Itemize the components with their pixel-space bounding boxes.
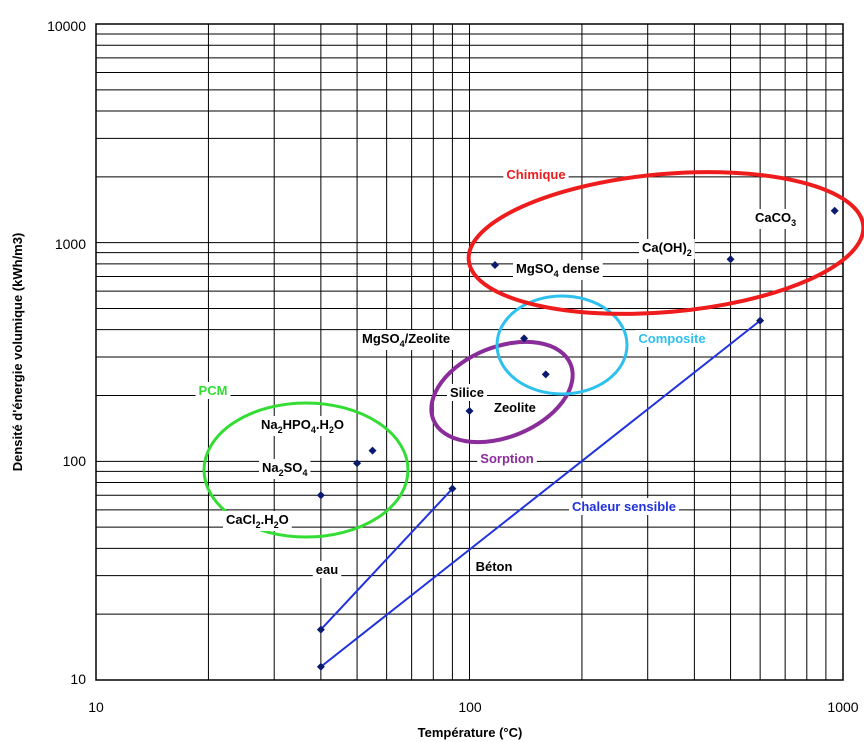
ellipse-pcm xyxy=(202,401,410,539)
y-tick-label: 1000 xyxy=(55,236,86,252)
label-background xyxy=(513,260,603,280)
data-point-marker xyxy=(316,625,325,634)
group-shapes xyxy=(202,170,864,539)
data-point-marker xyxy=(368,446,377,455)
data-point-marker xyxy=(353,459,362,468)
label-background xyxy=(312,561,342,578)
label-background xyxy=(752,209,800,229)
label-background xyxy=(258,416,347,436)
group-label-composite: Composite xyxy=(638,331,705,346)
data-point-marker xyxy=(465,406,474,415)
label-background xyxy=(477,450,537,467)
data-point-marker xyxy=(726,255,735,264)
group-label-chaleur-sensible: Chaleur sensible xyxy=(572,499,676,514)
x-tick-label: 100 xyxy=(458,699,482,715)
data-points xyxy=(316,206,839,671)
label-background xyxy=(447,384,487,401)
y-tick-label: 100 xyxy=(63,453,87,469)
x-tick-label: 10 xyxy=(88,699,104,715)
label-background xyxy=(472,558,516,575)
ellipse-chimique xyxy=(466,170,864,316)
point-label-eau: eau xyxy=(316,562,338,577)
group-labels: PCM Sorption Composite Chimique Chaleur … xyxy=(195,166,709,515)
ellipse-composite xyxy=(495,294,629,396)
grid xyxy=(95,23,844,681)
x-axis-label: Température (°C) xyxy=(418,725,523,740)
label-background xyxy=(639,239,695,259)
ellipse-sorption xyxy=(429,339,575,445)
point-label-beton: Béton xyxy=(476,559,513,574)
label-background xyxy=(635,330,709,347)
label-background xyxy=(568,498,680,515)
label-background xyxy=(359,330,454,350)
label-background xyxy=(491,399,539,416)
y-tick-label: 10000 xyxy=(47,18,86,34)
point-label-silice: Silice xyxy=(450,385,484,400)
data-point-marker xyxy=(830,206,839,215)
data-point-marker xyxy=(316,662,325,671)
group-label-chimique: Chimique xyxy=(506,167,565,182)
data-point-marker xyxy=(541,370,550,379)
data-point-marker xyxy=(756,316,765,325)
group-label-pcm: PCM xyxy=(199,383,228,398)
point-label-caco3: CaCO3 xyxy=(755,210,796,228)
data-point-marker xyxy=(520,334,529,343)
y-tick-label: 10 xyxy=(70,671,86,687)
x-tick-label: 1000 xyxy=(827,699,858,715)
data-point-marker xyxy=(490,261,499,270)
point-label-mgso4-dense: MgSO4 dense xyxy=(516,261,600,279)
point-label-na2so4: Na2SO4 xyxy=(262,460,307,478)
point-label-mgso4-zeolite: MgSO4/Zeolite xyxy=(362,331,450,349)
data-point-marker xyxy=(316,491,325,500)
label-background xyxy=(503,166,569,183)
group-label-sorption: Sorption xyxy=(480,451,533,466)
label-background xyxy=(195,382,231,399)
y-axis-label: Densité d'énergie volumique (kWh/m3) xyxy=(10,233,25,472)
plot-frame xyxy=(95,23,844,681)
fit-lines xyxy=(320,319,761,668)
fit-line xyxy=(320,319,761,668)
label-background xyxy=(223,511,292,531)
point-label-zeolite: Zeolite xyxy=(494,400,536,415)
point-label-caoh2: Ca(OH)2 xyxy=(642,240,692,258)
point-label-cacl2: CaCl2.H2O xyxy=(226,512,289,530)
fit-line xyxy=(320,487,454,631)
data-point-marker xyxy=(448,484,457,493)
label-background xyxy=(259,459,311,479)
point-labels: eau Béton CaCl2.H2O Na2SO4 Na2HPO4.H2O S… xyxy=(223,209,800,578)
point-label-na2hpo4: Na2HPO4.H2O xyxy=(261,417,344,435)
tick-labels: 10 100 1000 10 100 1000 10000 xyxy=(47,18,859,715)
